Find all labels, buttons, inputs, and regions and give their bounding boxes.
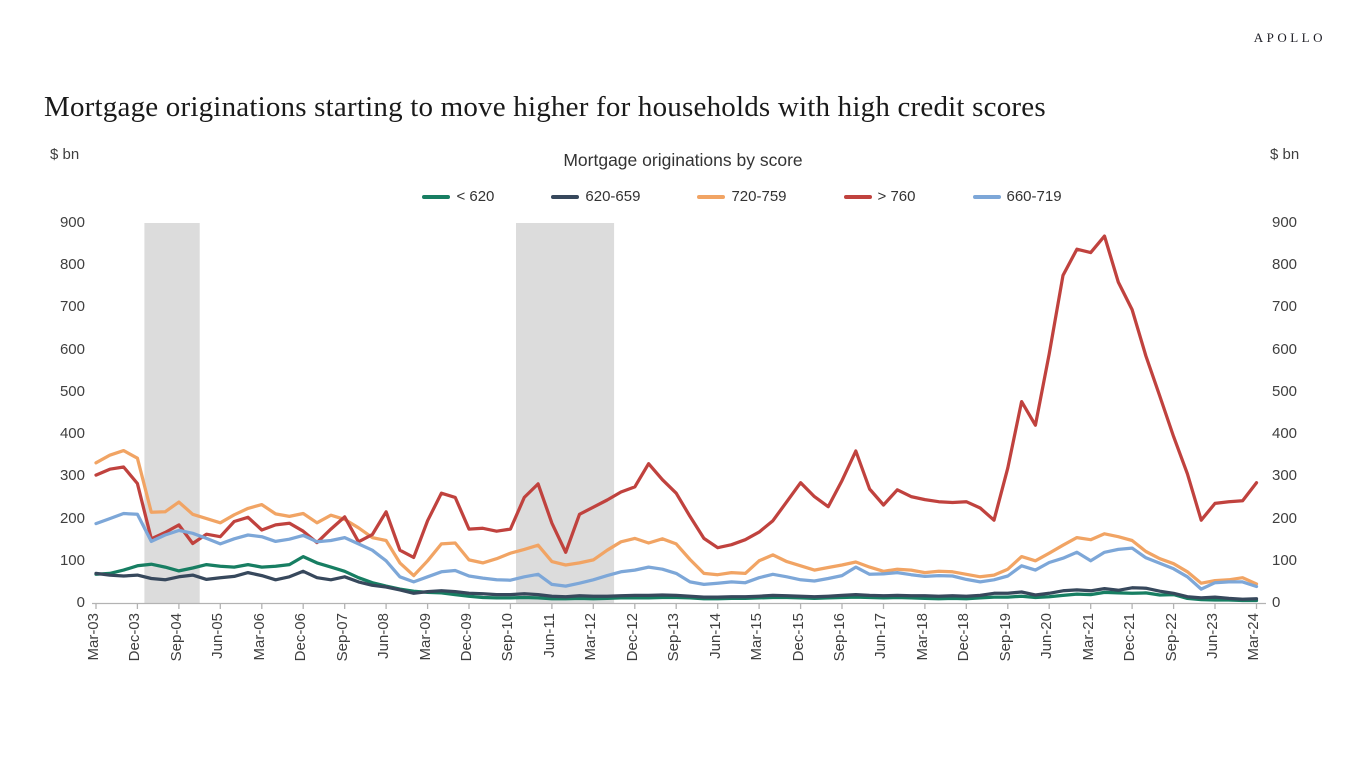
legend-swatch-icon xyxy=(422,194,451,199)
recession-band-1 xyxy=(144,223,200,603)
x-tick-label: Sep-22 xyxy=(1163,613,1180,662)
y-tick-label-right: 900 xyxy=(1272,214,1298,231)
legend-item-720-759: 720-759 xyxy=(697,188,787,205)
y-tick-label-left: 0 xyxy=(76,594,85,611)
y-tick-label-right: 300 xyxy=(1272,467,1298,484)
y-tick-label-left: 700 xyxy=(59,298,85,315)
x-tick-label: Jun-05 xyxy=(209,613,226,659)
x-tick-label: Sep-13 xyxy=(665,613,682,662)
series-line-under-620 xyxy=(94,554,1259,603)
legend-swatch-icon xyxy=(843,194,872,199)
y-tick-label-left: 900 xyxy=(59,214,85,231)
x-tick-label: Dec-15 xyxy=(790,613,807,662)
recession-band-2 xyxy=(516,223,615,603)
legend-label: < 620 xyxy=(456,188,495,205)
y-tick-label-left: 100 xyxy=(59,552,85,569)
legend-swatch-icon xyxy=(551,194,580,199)
legend-label: > 760 xyxy=(877,188,916,205)
x-tick-label: Mar-21 xyxy=(1080,613,1097,661)
x-tick-label: Jun-08 xyxy=(375,613,392,659)
y-tick-label-left: 300 xyxy=(59,467,85,484)
x-tick-label: Sep-10 xyxy=(499,613,516,662)
y-tick-label-right: 200 xyxy=(1272,510,1298,527)
chart-legend: < 620 620-659 720-759 > 760 660-719 xyxy=(0,188,1366,205)
apollo-logo: APOLLO xyxy=(1253,30,1326,45)
series-line-660-719 xyxy=(94,511,1259,591)
x-tick-label: Sep-04 xyxy=(168,613,185,662)
x-tick-label: Dec-09 xyxy=(458,613,475,662)
legend-swatch-icon xyxy=(697,194,726,199)
y-tick-label-right: 700 xyxy=(1272,298,1298,315)
page-title: Mortgage originations starting to move h… xyxy=(44,91,1046,124)
y-tick-label-left: 400 xyxy=(59,425,85,442)
y-axis-unit-left: $ bn xyxy=(50,146,80,163)
x-tick-label: Sep-07 xyxy=(334,613,351,662)
x-tick-label: Dec-18 xyxy=(955,613,972,662)
y-tick-label-right: 400 xyxy=(1272,425,1298,442)
chart-title: Mortgage originations by score xyxy=(563,150,803,170)
x-tick-label: Jun-20 xyxy=(1038,613,1055,659)
series-line-over-760 xyxy=(94,234,1259,560)
x-tick-label: Mar-03 xyxy=(85,613,102,661)
legend-item-620-659: 620-659 xyxy=(551,188,640,205)
legend-label: 720-759 xyxy=(731,188,787,205)
x-tick-label: Mar-12 xyxy=(582,613,599,661)
y-tick-label-right: 800 xyxy=(1272,256,1298,273)
legend-label: 660-719 xyxy=(1006,188,1062,205)
y-tick-label-right: 500 xyxy=(1272,383,1298,400)
x-tick-label: Jun-17 xyxy=(872,613,889,659)
x-tick-label: Dec-21 xyxy=(1121,613,1138,662)
x-tick-label: Sep-19 xyxy=(997,613,1014,662)
legend-label: 620-659 xyxy=(585,188,641,205)
legend-item-660-719: 660-719 xyxy=(972,188,1062,205)
legend-swatch-icon xyxy=(972,194,1001,199)
x-tick-label: Dec-12 xyxy=(624,613,641,662)
x-tick-label: Jun-11 xyxy=(541,613,558,658)
x-tick-label: Mar-06 xyxy=(251,613,268,661)
x-tick-label: Dec-03 xyxy=(126,613,143,662)
y-tick-label-right: 100 xyxy=(1272,552,1298,569)
series-line-720-759 xyxy=(94,448,1259,586)
x-tick-label: Sep-16 xyxy=(831,613,848,662)
y-axis-unit-right: $ bn xyxy=(1270,146,1300,163)
x-tick-label: Jun-14 xyxy=(707,613,724,659)
legend-item-under-620: < 620 xyxy=(422,188,494,205)
y-tick-label-right: 0 xyxy=(1272,594,1281,611)
x-tick-label: Mar-18 xyxy=(914,613,931,661)
y-tick-label-left: 600 xyxy=(59,341,85,358)
y-tick-label-right: 600 xyxy=(1272,341,1298,358)
x-tick-label: Dec-06 xyxy=(292,613,309,662)
x-tick-label: Mar-24 xyxy=(1245,613,1262,661)
legend-item-over-760: > 760 xyxy=(843,188,916,205)
x-tick-label: Jun-23 xyxy=(1204,613,1221,659)
x-tick-label: Mar-09 xyxy=(417,613,434,661)
y-tick-label-left: 500 xyxy=(59,383,85,400)
y-tick-label-left: 200 xyxy=(59,510,85,527)
x-tick-label: Mar-15 xyxy=(748,613,765,661)
y-tick-label-left: 800 xyxy=(59,256,85,273)
series-line-620-659 xyxy=(94,569,1259,601)
